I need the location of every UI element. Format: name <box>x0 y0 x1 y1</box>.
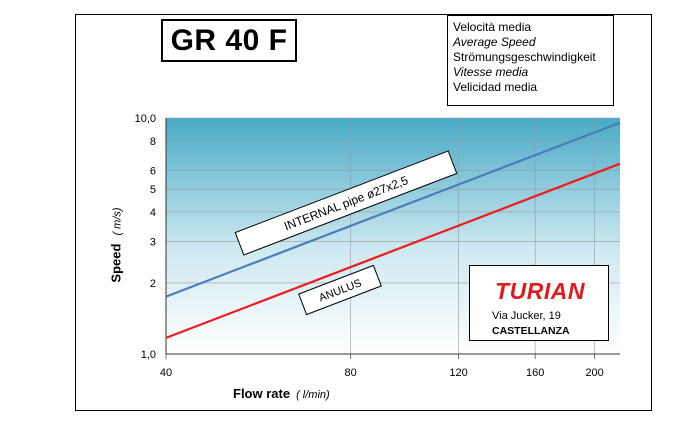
x-axis-title: Flow rate <box>233 386 291 401</box>
y-axis-title: Speed <box>108 243 124 283</box>
y-tick-label: 1,0 <box>141 349 156 361</box>
y-tick-label: 8 <box>150 136 156 148</box>
x-tick-label: 160 <box>526 367 544 379</box>
y-tick-label: 3 <box>150 236 156 248</box>
company-logo: TURIAN <box>495 278 585 304</box>
x-axis-unit: ( l/min) <box>296 389 330 401</box>
internal-pipe-label-box <box>234 150 458 256</box>
speed-legend-line: Vitesse media <box>453 65 529 79</box>
chart-title: GR 40 F <box>161 19 297 62</box>
company-address: Via Jucker, 19 <box>492 310 561 322</box>
y-tick-label: 5 <box>150 184 156 196</box>
company-logo-box: TURIAN Via Jucker, 19 CASTELLANZA <box>469 265 609 341</box>
x-axis-label: Flow rate ( l/min) <box>233 386 330 401</box>
speed-legend-box: Velocità media Average Speed Strömungsge… <box>447 15 614 106</box>
anulus-series-line <box>165 162 621 339</box>
company-city: CASTELLANZA <box>492 325 570 337</box>
x-tick-label: 120 <box>449 367 467 379</box>
y-tick-label: 6 <box>150 165 156 177</box>
x-tick-label: 40 <box>160 367 172 379</box>
speed-legend-line: Average Speed <box>453 35 536 49</box>
speed-legend-line: Velocità media <box>453 20 532 34</box>
y-axis-label: Speed ( m/s) <box>109 207 124 282</box>
anulus-label-box <box>298 264 382 316</box>
x-tick-label: 200 <box>585 367 603 379</box>
speed-legend-line: Velicidad media <box>453 80 538 94</box>
y-axis-unit: ( m/s) <box>111 207 124 236</box>
internal-pipe-series-line <box>165 121 621 298</box>
y-tick-label: 2 <box>150 278 156 290</box>
y-tick-label: 10,0 <box>135 113 156 125</box>
speed-legend-line: Strömungsgeschwindigkeit <box>453 50 596 64</box>
x-tick-label: 80 <box>344 367 356 379</box>
y-tick-label: 4 <box>150 207 156 219</box>
